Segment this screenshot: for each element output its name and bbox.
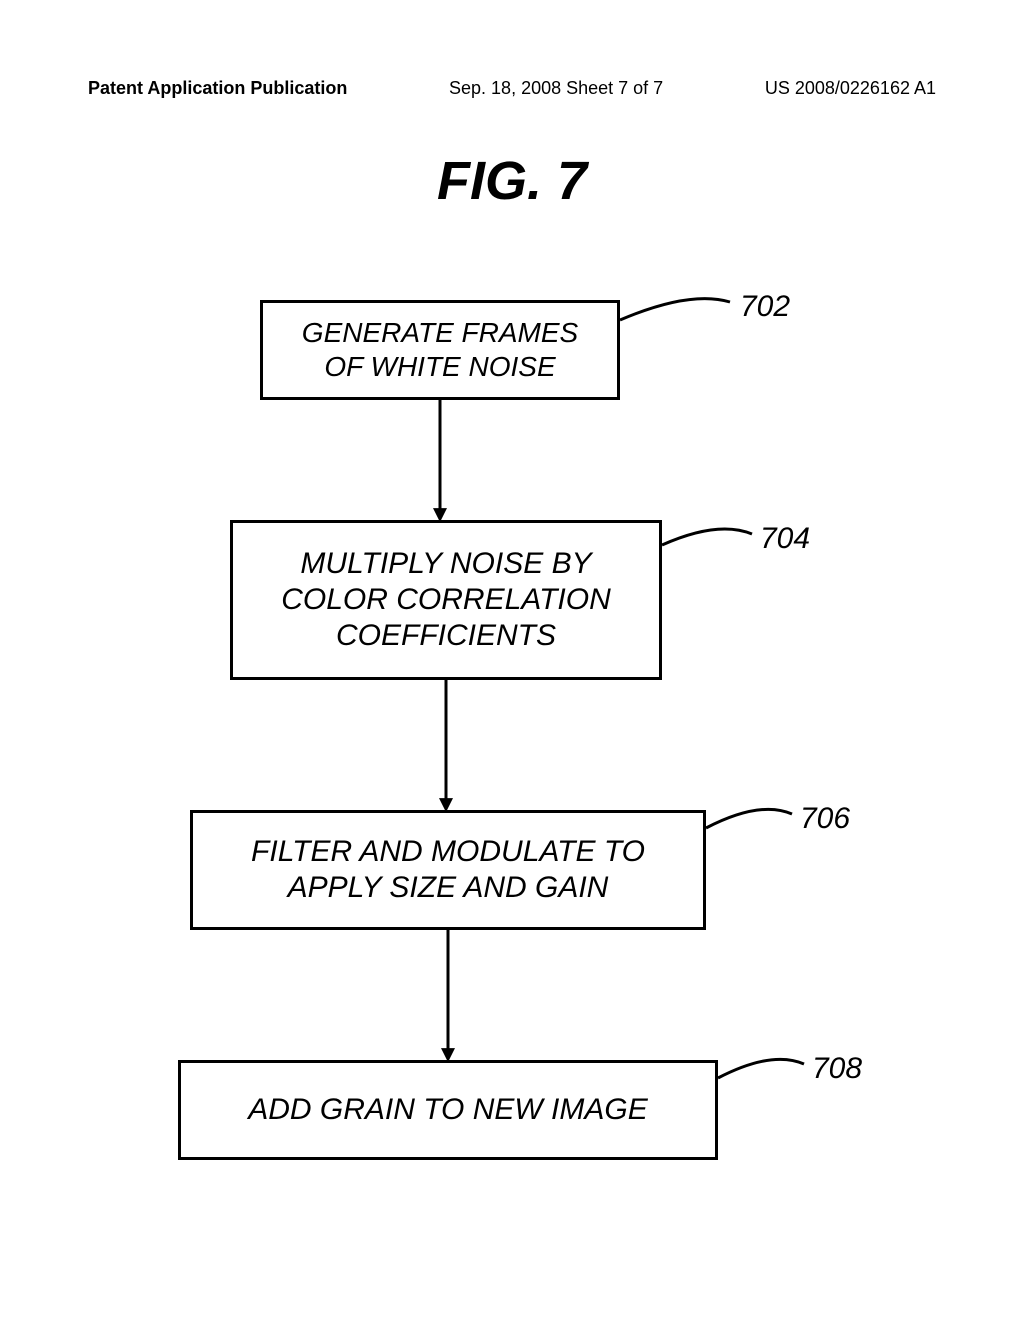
flowchart-callout <box>662 529 752 545</box>
flowchart-ref-num: 708 <box>812 1052 862 1086</box>
flowchart-node-label: MULTIPLY NOISE BYCOLOR CORRELATIONCOEFFI… <box>233 542 659 658</box>
flowchart-node-label: GENERATE FRAMESOF WHITE NOISE <box>263 312 617 387</box>
flowchart-callout <box>620 299 730 320</box>
flowchart-ref-num: 702 <box>740 290 790 324</box>
flowchart-node: FILTER AND MODULATE TOAPPLY SIZE AND GAI… <box>190 810 706 930</box>
flowchart-callout <box>706 809 792 828</box>
flowchart-ref-num: 706 <box>800 802 850 836</box>
flowchart-node: MULTIPLY NOISE BYCOLOR CORRELATIONCOEFFI… <box>230 520 662 680</box>
flowchart-node-label: FILTER AND MODULATE TOAPPLY SIZE AND GAI… <box>193 830 703 910</box>
flowchart-node: GENERATE FRAMESOF WHITE NOISE <box>260 300 620 400</box>
flowchart-node: ADD GRAIN TO NEW IMAGE <box>178 1060 718 1160</box>
flowchart-canvas: GENERATE FRAMESOF WHITE NOISE 702 MULTIPLY… <box>0 0 1024 1320</box>
flowchart-node-label: ADD GRAIN TO NEW IMAGE <box>181 1088 715 1132</box>
flowchart-ref-num: 704 <box>760 522 810 556</box>
flowchart-callout <box>718 1059 804 1078</box>
